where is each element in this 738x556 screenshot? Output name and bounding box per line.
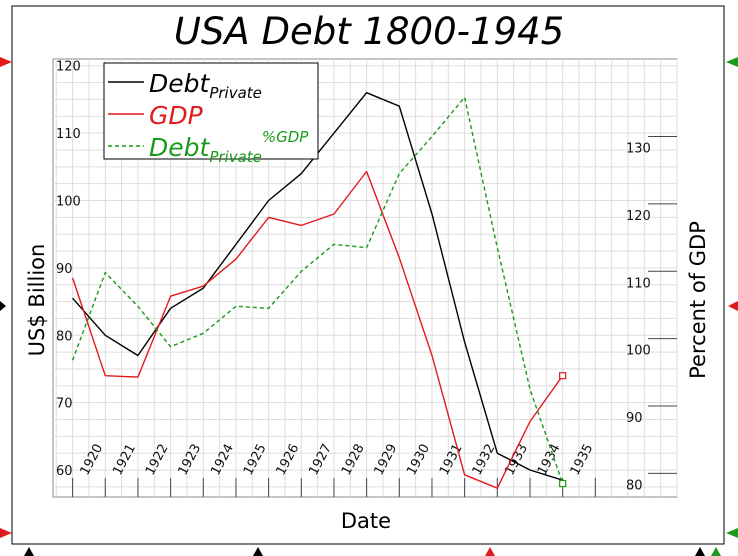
y-left-tick-label: 110 — [56, 127, 81, 142]
x-tick-label: 1926 — [274, 442, 303, 478]
x-tick-label: 1920 — [78, 442, 107, 478]
left-axis-tick-labels: 120 110 100 90 80 70 60 — [56, 60, 81, 479]
legend-box — [103, 62, 319, 160]
x-tick-label: 1925 — [241, 442, 270, 478]
chart-title: USA Debt 1800-1945 — [174, 10, 564, 53]
x-axis-label: Date — [341, 509, 391, 533]
legend-label: DebtPrivate — [149, 69, 262, 102]
y-left-tick-label: 70 — [56, 397, 73, 412]
x-tick-label: 1930 — [404, 442, 433, 478]
marker-right-mid-red — [728, 301, 738, 311]
x-tick-label: 1924 — [208, 442, 237, 478]
y-axis-label-right: Percent of GDP — [686, 221, 710, 379]
x-tick-label: 1932 — [470, 442, 499, 478]
marker-bottom-2 — [253, 547, 263, 556]
marker-bottom-1 — [24, 547, 34, 556]
legend-label: DebtPrivate%GDP — [149, 128, 309, 166]
y-right-tick-label: 120 — [626, 209, 651, 224]
marker-bottom-5 — [711, 547, 721, 556]
y-right-tick-label: 90 — [626, 411, 643, 426]
marker-left-bottom-red — [0, 528, 12, 538]
y-right-tick-label: 110 — [626, 276, 651, 291]
y-right-tick-label: 130 — [626, 141, 651, 156]
frame-markers — [0, 57, 738, 556]
x-tick-label: 1923 — [176, 442, 205, 478]
x-tick-label: 1933 — [502, 442, 531, 478]
series-end-marker-1 — [559, 372, 567, 380]
x-axis-tick-labels: 1920 1921 1922 1923 1924 1925 1926 1927 1928 1929… — [78, 442, 597, 478]
y-right-tick-label: 100 — [626, 344, 651, 359]
right-axis-tick-labels: 130 120 110 100 90 80 — [626, 141, 651, 493]
marker-bottom-4 — [695, 547, 705, 556]
y-left-tick-label: 80 — [56, 329, 73, 344]
x-tick-label: 1927 — [306, 442, 335, 478]
series-line-1 — [71, 170, 564, 489]
x-tick-label: 1928 — [339, 442, 368, 478]
series-end-marker-2 — [559, 479, 567, 488]
x-tick-label: 1931 — [437, 442, 466, 478]
x-tick-label: 1929 — [372, 442, 401, 478]
marker-right-top-green — [726, 57, 738, 67]
marker-left-top-red — [0, 57, 12, 67]
marker-right-bottom-green — [726, 528, 738, 538]
marker-bottom-3 — [485, 547, 495, 556]
marker-left-mid-black — [0, 301, 6, 311]
right-axis-ticks — [648, 135, 677, 474]
x-tick-label: 1922 — [143, 442, 172, 478]
y-left-tick-label: 120 — [56, 60, 81, 75]
x-tick-label: 1935 — [568, 442, 597, 478]
y-left-tick-label: 100 — [56, 195, 81, 210]
y-left-tick-label: 90 — [56, 262, 73, 277]
series-line-2 — [71, 96, 564, 484]
y-left-tick-label: 60 — [56, 464, 73, 479]
legend-label: GDP — [149, 101, 204, 130]
outer-frame — [11, 5, 725, 545]
y-axis-label-left: US$ Billion — [25, 244, 49, 357]
bottom-tick-marks — [72, 478, 596, 497]
y-right-tick-label: 80 — [626, 478, 643, 493]
x-tick-label: 1921 — [110, 442, 139, 478]
